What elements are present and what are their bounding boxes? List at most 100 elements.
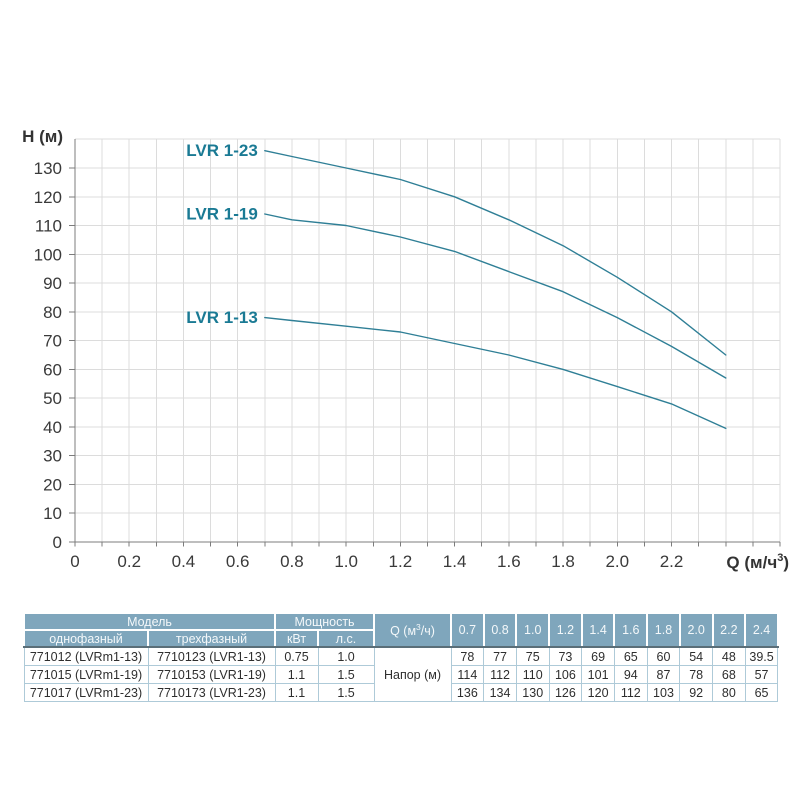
hp-cell: 1.0 bbox=[317, 646, 375, 666]
head-value-cell: 103 bbox=[646, 683, 681, 702]
chart-gridlines bbox=[75, 138, 781, 542]
col-header-q-value: 0.7 bbox=[450, 612, 485, 648]
col-header-q-value: 1.6 bbox=[613, 612, 649, 648]
table-row: 771012 (LVRm1-13) 7710123 (LVR1-13) 0.75… bbox=[23, 646, 779, 702]
x-tick-label: 0.4 bbox=[172, 552, 196, 571]
head-value-cell: 60 bbox=[646, 646, 681, 666]
head-value-cell: 78 bbox=[679, 665, 714, 684]
col-header-q-value: 2.0 bbox=[678, 612, 714, 648]
head-value-cell: 68 bbox=[712, 665, 746, 684]
x-tick-label: 1.4 bbox=[443, 552, 467, 571]
head-value-cell: 80 bbox=[712, 683, 746, 702]
y-axis-title: H (м) bbox=[22, 127, 63, 146]
col-header-hp: л.с. bbox=[316, 629, 376, 648]
x-tick-labels: 0 0.2 0.4 0.6 0.8 1.0 1.2 1.4 1.6 1.8 2.0 2.2 bbox=[70, 552, 683, 571]
col-header-model: Модель bbox=[23, 612, 276, 631]
kw-cell: 0.75 bbox=[274, 646, 319, 666]
head-value-cell: 92 bbox=[679, 683, 714, 702]
y-tick-label: 120 bbox=[34, 188, 62, 207]
x-axis-title: Q (м/ч3) bbox=[726, 552, 789, 572]
head-value-cell: 114 bbox=[450, 665, 485, 684]
x-tick-label: 1.6 bbox=[497, 552, 521, 571]
head-value-cell: 130 bbox=[515, 683, 550, 702]
y-tick-label: 110 bbox=[35, 217, 62, 236]
head-value-cell: 65 bbox=[613, 646, 648, 666]
x-tick-label: 0.6 bbox=[226, 552, 250, 571]
chart-tick-marks bbox=[69, 167, 781, 547]
col-header-kw: кВт bbox=[274, 629, 319, 648]
x-tick-label: 2.2 bbox=[660, 552, 684, 571]
y-tick-label: 10 bbox=[43, 504, 62, 523]
head-value-cell: 87 bbox=[646, 665, 681, 684]
head-value-cell: 120 bbox=[581, 683, 615, 702]
head-value-cell: 54 bbox=[679, 646, 714, 666]
y-tick-label: 60 bbox=[43, 360, 62, 379]
y-tick-label: 90 bbox=[43, 274, 62, 293]
napor-label-cell: Напор (м) bbox=[373, 646, 452, 702]
x-tick-label: 0.2 bbox=[117, 552, 141, 571]
hp-cell: 1.5 bbox=[317, 665, 375, 684]
head-value-cell: 94 bbox=[613, 665, 648, 684]
y-tick-label: 40 bbox=[43, 418, 62, 437]
head-value-cell: 110 bbox=[515, 665, 550, 684]
curve-LVR-1-13 bbox=[264, 316, 727, 430]
y-tick-label: 30 bbox=[43, 447, 62, 466]
x-tick-label: 1.0 bbox=[334, 552, 358, 571]
chart-region: 0 10 20 30 40 50 60 70 80 90 100 110 120 130 0 0.2 0.4 0… bbox=[22, 127, 789, 572]
head-value-cell: 101 bbox=[581, 665, 615, 684]
col-header-q-value: 0.8 bbox=[482, 612, 518, 648]
head-value-cell: 106 bbox=[548, 665, 583, 684]
head-value-cell: 78 bbox=[450, 646, 485, 666]
col-header-q-value: 1.0 bbox=[515, 612, 551, 648]
curve-LVR-1-23 bbox=[264, 149, 727, 356]
y-tick-label: 130 bbox=[34, 159, 62, 178]
y-tick-label: 50 bbox=[43, 389, 62, 408]
x-tick-label: 1.8 bbox=[551, 552, 575, 571]
model-three-cell: 7710173 (LVR1-23) bbox=[147, 683, 276, 702]
model-three-cell: 7710153 (LVR1-19) bbox=[147, 665, 276, 684]
y-tick-label: 20 bbox=[43, 475, 62, 494]
head-value-cell: 77 bbox=[483, 646, 517, 666]
y-tick-labels: 0 10 20 30 40 50 60 70 80 90 100 110 120 130 bbox=[34, 159, 62, 552]
x-tick-label: 2.0 bbox=[605, 552, 629, 571]
col-header-q-value: 2.2 bbox=[711, 612, 747, 648]
x-tick-label: 0.8 bbox=[280, 552, 304, 571]
model-single-cell: 771012 (LVRm1-13) bbox=[23, 646, 149, 666]
head-value-cell: 112 bbox=[613, 683, 648, 702]
head-value-cell: 136 bbox=[450, 683, 485, 702]
col-header-q-value: 1.4 bbox=[580, 612, 616, 648]
col-header-single-phase: однофазный bbox=[23, 629, 149, 648]
col-header-q-value: 1.8 bbox=[646, 612, 681, 648]
pump-curves-chart: 0 10 20 30 40 50 60 70 80 90 100 110 120 130 0 0.2 0.4 0… bbox=[22, 127, 789, 572]
col-header-power: Мощность bbox=[273, 612, 376, 631]
x-tick-label: 0 bbox=[70, 552, 79, 571]
head-value-cell: 134 bbox=[483, 683, 517, 702]
head-value-cell: 48 bbox=[712, 646, 746, 666]
col-header-q: Q (м3/ч) bbox=[373, 612, 453, 648]
curve-label-LVR-1-23: LVR 1-23 bbox=[186, 141, 258, 160]
head-value-cell: 73 bbox=[548, 646, 583, 666]
model-single-cell: 771017 (LVRm1-23) bbox=[23, 683, 149, 702]
curve-label-LVR-1-19: LVR 1-19 bbox=[186, 205, 258, 224]
y-tick-label: 80 bbox=[43, 303, 62, 322]
y-tick-label: 0 bbox=[53, 533, 62, 552]
pump-curves bbox=[264, 149, 727, 430]
curve-labels: LVR 1-13 LVR 1-19 LVR 1-23 bbox=[186, 141, 258, 327]
head-value-cell: 126 bbox=[548, 683, 583, 702]
kw-cell: 1.1 bbox=[274, 665, 319, 684]
table-row: 771017 (LVRm1-23) 7710173 (LVR1-23) 1.1 … bbox=[23, 683, 779, 702]
y-tick-label: 70 bbox=[43, 332, 62, 351]
head-value-cell: 39.5 bbox=[744, 646, 779, 666]
table-row: 771015 (LVRm1-19) 7710153 (LVR1-19) 1.1 … bbox=[23, 665, 779, 684]
curve-LVR-1-19 bbox=[264, 213, 727, 379]
model-single-cell: 771015 (LVRm1-19) bbox=[23, 665, 149, 684]
kw-cell: 1.1 bbox=[274, 683, 319, 702]
head-value-cell: 57 bbox=[744, 665, 779, 684]
model-three-cell: 7710123 (LVR1-13) bbox=[147, 646, 276, 666]
col-header-three-phase: трехфазный bbox=[147, 629, 276, 648]
col-header-q-value: 2.4 bbox=[744, 612, 779, 648]
head-value-cell: 65 bbox=[744, 683, 779, 702]
y-tick-label: 100 bbox=[34, 245, 62, 264]
head-value-cell: 112 bbox=[483, 665, 517, 684]
hp-cell: 1.5 bbox=[317, 683, 375, 702]
